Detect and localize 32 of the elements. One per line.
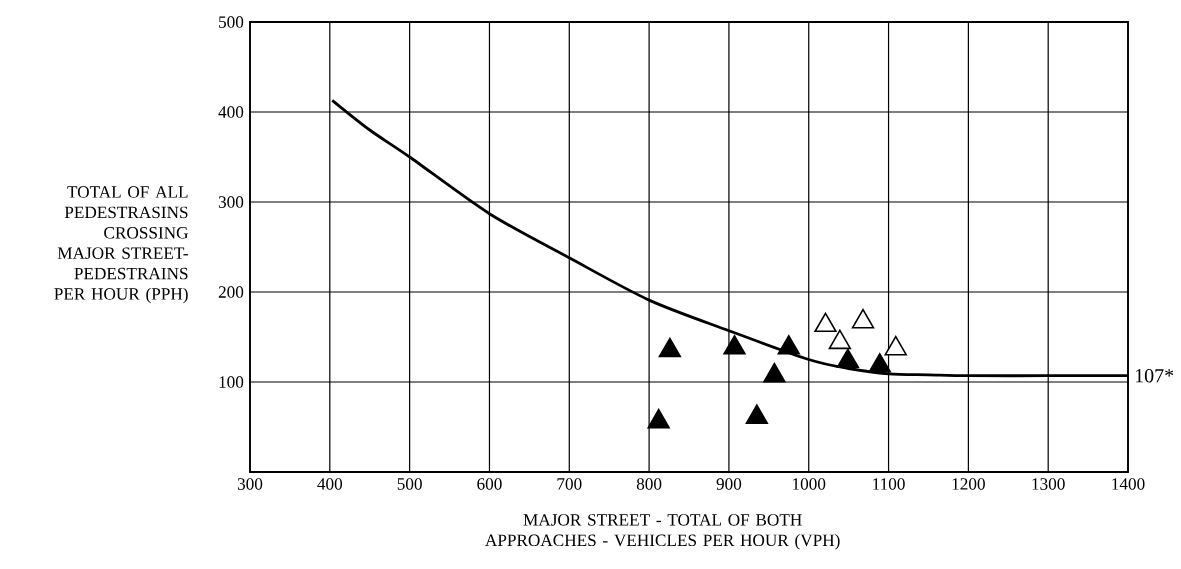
point [723, 335, 746, 355]
x-tick-label: 600 [477, 478, 502, 490]
point [828, 329, 852, 350]
annotation: 107* [1135, 368, 1174, 383]
y-tick-label: 300 [218, 196, 244, 208]
point [884, 335, 907, 356]
point [836, 348, 860, 369]
point [777, 335, 800, 355]
x-tick-label: 300 [237, 478, 263, 490]
point [658, 337, 682, 358]
point [647, 408, 670, 429]
y-tick-label: 500 [219, 16, 244, 28]
x-tick-label: 800 [636, 478, 662, 490]
x-axis-title: MAJOR STREET - TOTAL OF BOTH APPROACHES - VEHICLES PER HOUR (VPH) [485, 514, 840, 550]
y-tick-label: 200 [218, 286, 244, 298]
point [745, 404, 769, 424]
x-tick-label: 1400 [1112, 478, 1145, 490]
point [851, 308, 875, 329]
point [814, 312, 837, 333]
point [868, 353, 891, 373]
x-tick-label: 1200 [952, 478, 985, 490]
y-axis-title: TOTAL OF ALL PEDESTRASINS CROSSING MAJOR STREET- PEDESTRAINS PER HOUR (PPH) [54, 186, 189, 304]
x-tick-label: 1300 [1032, 478, 1065, 490]
x-tick-label: 1100 [873, 478, 905, 490]
x-tick-label: 500 [397, 478, 422, 490]
x-tick-label: 1000 [793, 478, 826, 490]
x-tick-label: 900 [716, 478, 742, 490]
x-tick-label: 700 [557, 478, 582, 490]
x-tick-label: 400 [317, 478, 343, 490]
point [763, 362, 786, 383]
y-tick-label: 400 [218, 106, 244, 118]
y-tick-label: 100 [219, 376, 244, 388]
